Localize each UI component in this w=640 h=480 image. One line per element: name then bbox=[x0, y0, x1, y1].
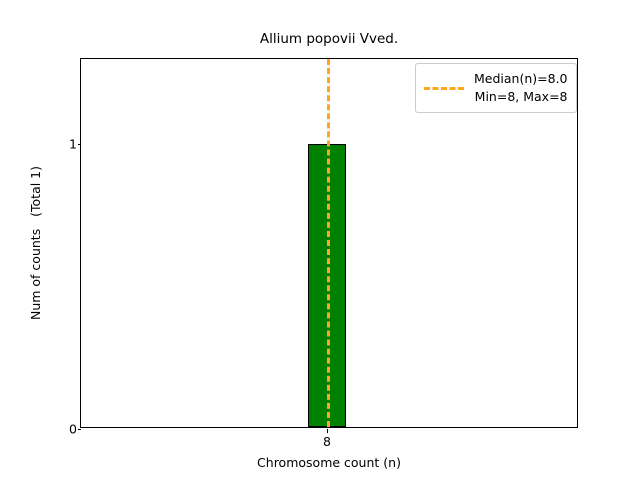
x-axis-label: Chromosome count (n) bbox=[257, 455, 401, 470]
legend-entry-texts: Median(n)=8.0 Min=8, Max=8 bbox=[474, 70, 568, 106]
ytick-label-0: 0 bbox=[69, 421, 77, 437]
ytick-mark-0 bbox=[77, 429, 81, 430]
xtick-mark-8 bbox=[327, 429, 328, 433]
legend-label-minmax: Min=8, Max=8 bbox=[474, 89, 568, 104]
ytick-label-1: 1 bbox=[69, 136, 77, 152]
page-title: Allium popovii Vved. bbox=[259, 31, 399, 47]
legend-label-median: Median(n)=8.0 bbox=[474, 71, 568, 86]
plot-area bbox=[81, 59, 577, 427]
median-line bbox=[327, 59, 330, 427]
xtick-label-8: 8 bbox=[323, 434, 331, 449]
legend-entry-median: Median(n)=8.0 Min=8, Max=8 bbox=[424, 70, 568, 106]
y-axis-label: Num of counts (Total 1) bbox=[28, 165, 43, 321]
plot-axes: 0 1 8 Median(n)=8.0 Min=8, Max=8 bbox=[69, 58, 578, 449]
legend-dashed-line-icon bbox=[424, 86, 464, 90]
ytick-mark-1 bbox=[77, 144, 81, 145]
legend: Median(n)=8.0 Min=8, Max=8 bbox=[415, 63, 577, 113]
